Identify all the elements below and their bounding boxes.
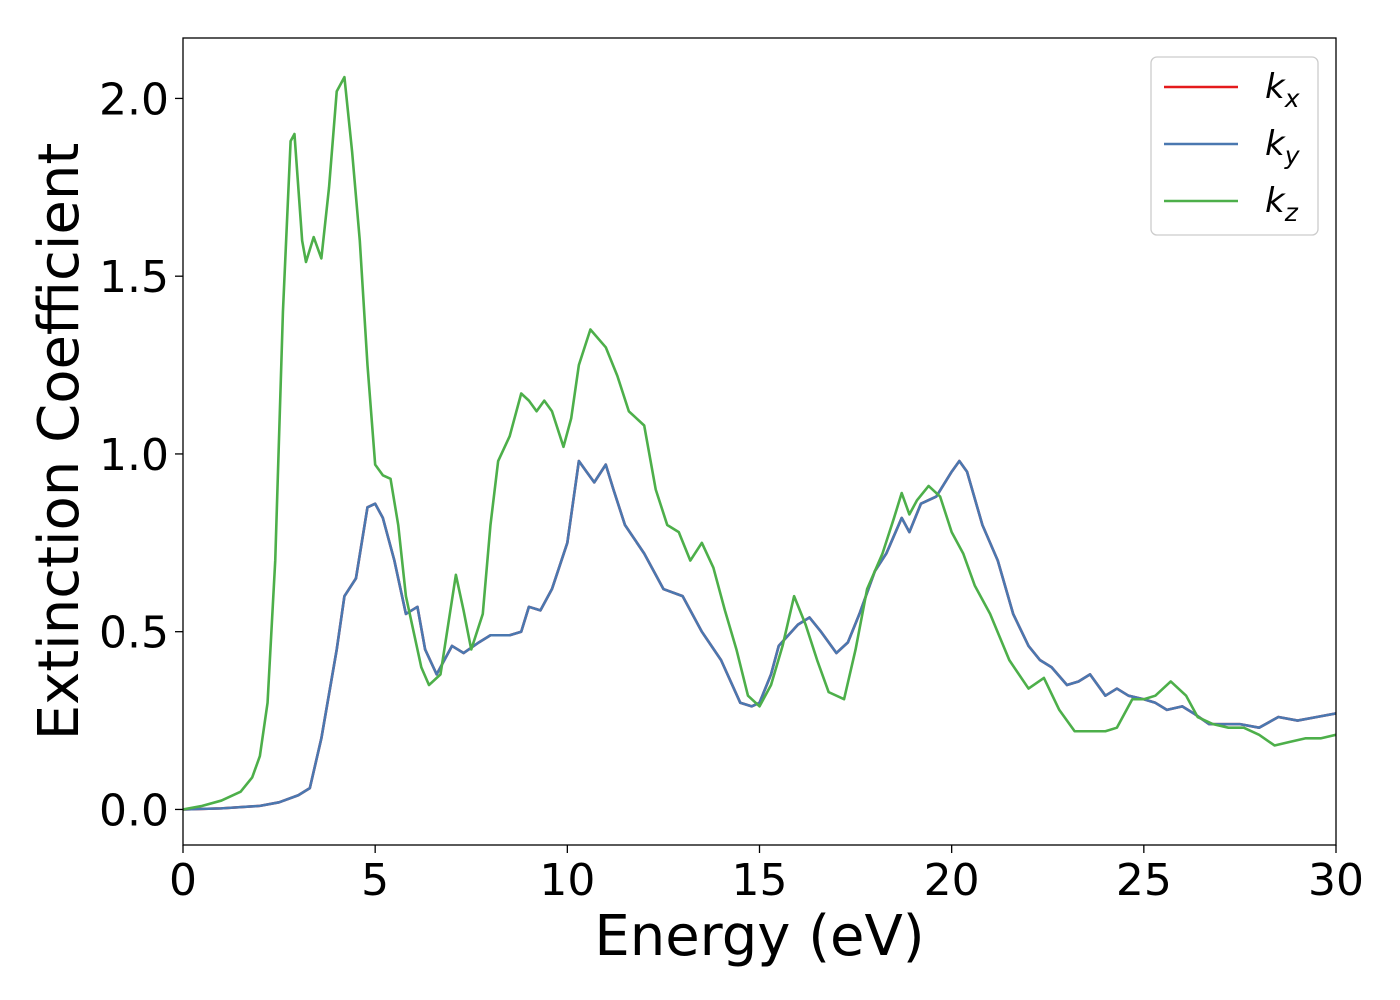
series-line-kz bbox=[183, 75, 1336, 811]
x-tick-label: 15 bbox=[732, 855, 788, 906]
x-tick-label: 0 bbox=[169, 855, 197, 906]
y-tick-label: 0.0 bbox=[99, 785, 169, 836]
ticks-layer: 0 5 10 15 20 25 30 0.0 0.5 1.0 1.5 2.0 bbox=[99, 74, 1364, 906]
legend-label-kx: kx bbox=[1265, 67, 1300, 113]
x-tick-label: 30 bbox=[1308, 855, 1364, 906]
y-tick-label: 1.0 bbox=[99, 430, 169, 481]
legend-label-ky: ky bbox=[1265, 124, 1301, 170]
x-axis-title: Energy (eV) bbox=[594, 904, 924, 969]
legend-box bbox=[1150, 56, 1319, 236]
x-tick-label: 20 bbox=[924, 855, 980, 906]
y-axis-title: Extinction Coefficient bbox=[27, 143, 92, 741]
x-tick-label: 25 bbox=[1116, 855, 1172, 906]
y-tick-label: 0.5 bbox=[99, 608, 169, 659]
series-line-kx bbox=[183, 459, 1336, 811]
legend-label-kz: kz bbox=[1265, 181, 1299, 227]
x-tick-label: 10 bbox=[539, 855, 595, 906]
series-layer bbox=[183, 75, 1336, 811]
x-tick-label: 5 bbox=[361, 855, 389, 906]
series-line-ky bbox=[183, 459, 1336, 811]
y-tick-label: 1.5 bbox=[99, 252, 169, 303]
legend: kx ky kz bbox=[1150, 56, 1319, 236]
y-tick-label: 2.0 bbox=[99, 74, 169, 125]
